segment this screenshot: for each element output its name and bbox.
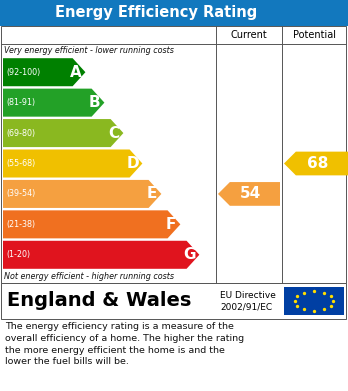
Text: Energy Efficiency Rating: Energy Efficiency Rating — [55, 5, 258, 20]
Polygon shape — [3, 119, 124, 147]
Text: D: D — [126, 156, 139, 171]
Polygon shape — [218, 182, 280, 206]
Text: B: B — [89, 95, 101, 110]
Text: (81-91): (81-91) — [6, 98, 35, 107]
Text: 68: 68 — [307, 156, 329, 171]
Text: G: G — [183, 247, 196, 262]
Text: C: C — [108, 126, 119, 141]
Text: E: E — [147, 187, 157, 201]
Text: 54: 54 — [240, 187, 261, 201]
Bar — [0, 0, 348, 26]
Text: A: A — [70, 65, 82, 80]
Text: Not energy efficient - higher running costs: Not energy efficient - higher running co… — [4, 272, 174, 281]
Text: F: F — [166, 217, 176, 232]
Text: England & Wales: England & Wales — [7, 292, 191, 310]
Text: (1-20): (1-20) — [6, 250, 30, 259]
Text: (21-38): (21-38) — [6, 220, 35, 229]
Text: EU Directive
2002/91/EC: EU Directive 2002/91/EC — [220, 291, 276, 311]
Polygon shape — [284, 152, 348, 176]
Polygon shape — [3, 241, 199, 269]
Text: The energy efficiency rating is a measure of the
overall efficiency of a home. T: The energy efficiency rating is a measur… — [5, 322, 244, 366]
Text: Very energy efficient - lower running costs: Very energy efficient - lower running co… — [4, 46, 174, 55]
Text: (55-68): (55-68) — [6, 159, 35, 168]
Text: (69-80): (69-80) — [6, 129, 35, 138]
Polygon shape — [3, 149, 142, 178]
Polygon shape — [3, 210, 180, 239]
Bar — [284, 287, 344, 315]
Text: (92-100): (92-100) — [6, 68, 40, 77]
Polygon shape — [3, 89, 104, 117]
Text: Potential: Potential — [293, 30, 335, 40]
Polygon shape — [3, 58, 85, 86]
Text: (39-54): (39-54) — [6, 189, 35, 198]
Polygon shape — [3, 180, 161, 208]
Bar — [1, 283, 346, 319]
Bar — [1, 26, 346, 283]
Text: Current: Current — [231, 30, 267, 40]
